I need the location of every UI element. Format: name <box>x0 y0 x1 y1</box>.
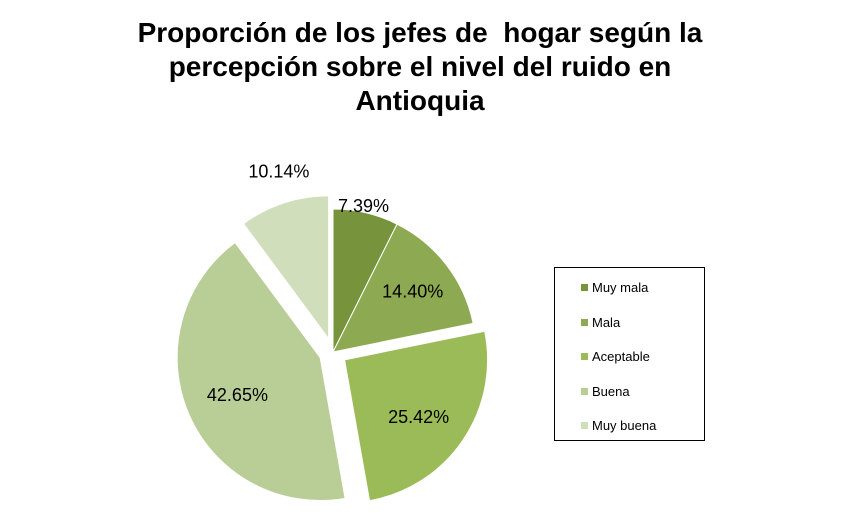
chart-title-line: Antioquia <box>355 85 485 116</box>
legend-label: Buena <box>592 383 630 399</box>
legend-item-buena: Buena <box>581 383 630 399</box>
pie-slice-mala <box>332 223 474 353</box>
legend-label: Muy mala <box>592 279 649 295</box>
legend-item-muy-mala: Muy mala <box>581 279 648 295</box>
pie-slice-aceptable <box>344 330 489 502</box>
legend-swatch <box>581 387 588 395</box>
data-label: 42.65% <box>207 385 268 405</box>
legend-swatch <box>581 421 588 429</box>
data-label: 14.40% <box>382 281 443 301</box>
data-label: 25.42% <box>388 407 449 427</box>
pie-slice-buena <box>176 241 346 501</box>
chart-title-line: Proporción de los jefes de hogar según l… <box>137 17 703 48</box>
data-label: 10.14% <box>248 162 309 182</box>
legend: Muy mala Mala Aceptable Buena Muy buena <box>554 267 705 441</box>
legend-swatch <box>581 352 588 360</box>
legend-label: Muy buena <box>592 417 657 433</box>
pie-slice-muy-buena <box>242 195 330 341</box>
legend-item-muy-buena: Muy buena <box>581 417 656 433</box>
legend-swatch <box>581 283 588 291</box>
data-label: 7.39% <box>338 196 389 216</box>
legend-item-mala: Mala <box>581 314 620 330</box>
chart-title-line: percepción sobre el nivel del ruido en <box>168 51 672 82</box>
legend-item-aceptable: Aceptable <box>581 348 650 364</box>
chart-title: Proporción de los jefes de hogar según l… <box>80 16 760 118</box>
legend-label: Mala <box>592 314 621 330</box>
legend-swatch <box>581 318 588 326</box>
legend-label: Aceptable <box>592 348 650 364</box>
